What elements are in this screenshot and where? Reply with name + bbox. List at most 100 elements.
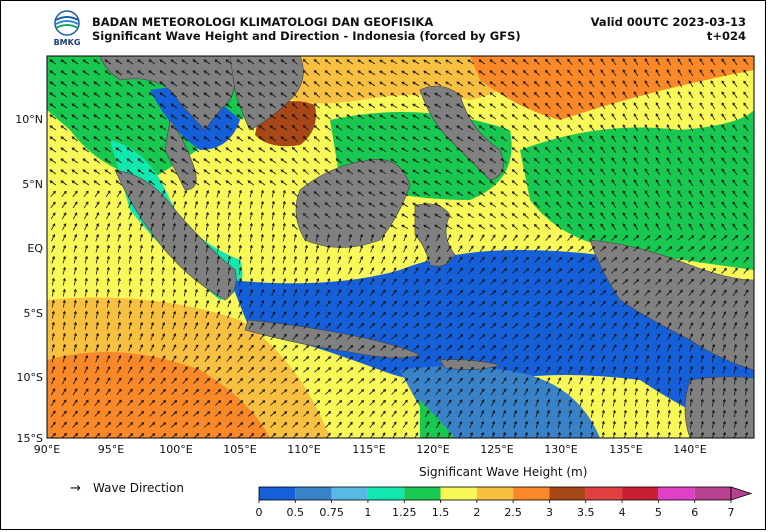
colorbar-swatch	[694, 487, 731, 500]
wave-arrow	[138, 400, 144, 406]
wave-arrow	[512, 136, 518, 142]
wave-arrow	[226, 400, 232, 406]
wave-arrow-head	[258, 81, 262, 85]
wave-arrow	[115, 81, 123, 87]
wave-arrow-head	[269, 92, 273, 96]
wave-arrow	[204, 389, 210, 395]
wave-arrow	[601, 410, 605, 418]
wave-arrow	[60, 103, 68, 109]
wave-arrow	[380, 334, 386, 340]
wave-arrow	[412, 147, 420, 153]
wave-arrow	[258, 147, 266, 153]
wave-arrow-head	[622, 212, 626, 216]
wave-arrow	[523, 158, 529, 164]
wave-arrow-head	[578, 102, 582, 106]
wave-arrow-head	[493, 290, 497, 294]
wave-arrow	[567, 323, 573, 329]
wave-arrow-head	[49, 81, 53, 85]
wave-arrow-head	[668, 311, 672, 315]
wave-arrow-head	[500, 59, 504, 63]
wave-arrow	[413, 334, 419, 340]
wave-arrow-head	[522, 224, 526, 228]
wave-arrow-head	[622, 168, 626, 172]
wave-arrow-head	[225, 136, 229, 140]
wave-arrow-head	[504, 312, 508, 316]
wave-arrow-head	[316, 311, 320, 315]
wave-arrow-head	[305, 311, 309, 315]
wave-arrow	[51, 234, 55, 242]
wave-arrow	[402, 312, 408, 318]
wave-arrow-head	[600, 168, 604, 172]
colorbar-ticks: 0 0.5 0.75 1 1.25 1.5 2 2.5 3 3.5 4 5 6 7	[256, 500, 735, 519]
wave-arrow-head	[95, 332, 99, 337]
wave-arrow	[722, 421, 726, 429]
wave-arrow	[523, 257, 529, 263]
wave-arrow	[656, 344, 660, 352]
wave-arrow-head	[217, 322, 221, 326]
wave-arrow	[117, 267, 121, 275]
wave-arrow-head	[71, 180, 75, 184]
wave-arrow	[733, 322, 737, 330]
wave-arrow-head	[688, 212, 692, 216]
wave-arrow	[622, 344, 628, 352]
wave-arrow	[589, 201, 595, 209]
wave-arrow	[700, 410, 704, 418]
wave-arrow-head	[52, 234, 56, 238]
wave-arrow	[710, 146, 716, 154]
wave-arrow	[84, 245, 88, 253]
wave-arrow	[622, 333, 628, 341]
wave-arrow-head	[503, 344, 508, 349]
wave-arrow	[292, 322, 298, 330]
wave-arrow-head	[722, 409, 726, 414]
wave-arrow	[148, 169, 156, 175]
wave-arrow-head	[393, 256, 397, 260]
wave-arrow-head	[381, 233, 386, 238]
wave-arrow	[258, 180, 266, 186]
wave-arrow	[325, 422, 331, 428]
wave-arrow-head	[481, 388, 485, 392]
wave-arrow-head	[743, 91, 747, 95]
wave-arrow-head	[525, 256, 530, 261]
wave-arrow-head	[713, 235, 717, 239]
wave-arrow-head	[437, 388, 441, 392]
wave-arrow-head	[214, 81, 218, 85]
wave-arrow-head	[611, 135, 615, 139]
wave-arrow	[402, 367, 408, 373]
wave-arrow	[434, 147, 442, 153]
wave-arrow	[236, 103, 244, 109]
wave-arrow-head	[503, 377, 507, 381]
wave-arrow-head	[666, 113, 670, 117]
wave-arrow	[579, 377, 583, 385]
wave-arrow	[578, 113, 584, 121]
wave-arrow	[126, 136, 134, 142]
wave-arrow-head	[603, 290, 607, 294]
wave-arrow-head	[170, 180, 174, 184]
wave-arrow-head	[423, 224, 427, 228]
wave-arrow-head	[339, 378, 343, 382]
wave-arrow	[379, 169, 387, 175]
wave-arrow	[314, 311, 320, 319]
wave-arrow	[721, 257, 727, 263]
wave-arrow-head	[326, 255, 331, 260]
wave-arrow-head	[294, 278, 298, 282]
wave-arrow-head	[669, 235, 673, 239]
lat-label: 5°S	[24, 307, 43, 320]
wave-arrow	[434, 125, 442, 131]
wave-arrow-head	[470, 267, 474, 271]
wave-arrow	[303, 70, 309, 76]
wave-arrow	[578, 312, 584, 318]
wave-arrow	[434, 158, 442, 164]
wave-arrow	[172, 223, 176, 231]
wave-arrow-head	[236, 70, 240, 74]
wave-arrow	[655, 301, 661, 307]
wave-arrow-head	[623, 387, 627, 392]
wave-arrow-head	[228, 311, 232, 315]
wave-arrow-head	[657, 300, 661, 304]
wave-arrow	[534, 224, 540, 230]
wave-arrow-head	[130, 433, 134, 437]
wave-arrow	[116, 400, 122, 406]
wave-arrow-head	[84, 299, 88, 304]
wave-arrow-head	[688, 124, 692, 128]
wave-arrow	[534, 257, 540, 263]
